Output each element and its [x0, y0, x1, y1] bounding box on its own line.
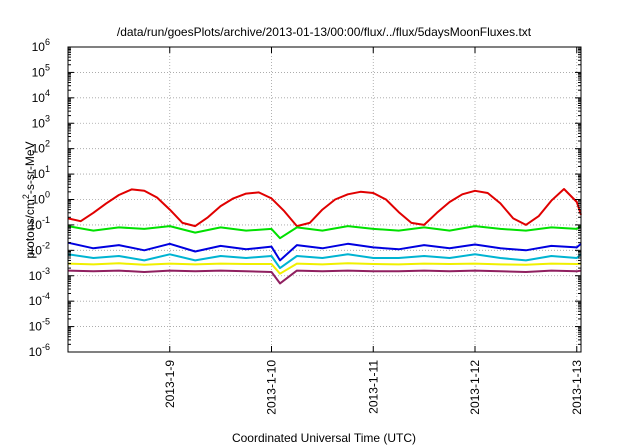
y-tick-base: 10: [32, 91, 46, 105]
x-axis-title: Coordinated Universal Time (UTC): [232, 431, 416, 445]
y-tick-label: 10-5: [29, 317, 50, 334]
y-tick-exponent: -1: [42, 215, 50, 225]
y-tick-base: 10: [32, 142, 46, 156]
y-tick-exponent: 0: [45, 190, 50, 200]
plot-frame: [67, 46, 582, 353]
y-tick-exponent: -6: [42, 342, 50, 352]
y-tick-exponent: 4: [45, 88, 50, 98]
y-tick-exponent: 5: [45, 62, 50, 72]
y-tick-label: 10-1: [29, 215, 50, 232]
y-axis-title-rest: -s-sr-MeV: [23, 141, 37, 194]
y-tick-label: 10-3: [29, 266, 50, 283]
grid: [68, 46, 581, 353]
x-axis-ticks: 2013-1-9 2013-1-10 2013-1-11 2013-1-12 2013-…: [163, 47, 584, 415]
y-tick-label: 10-4: [29, 291, 50, 308]
series-line-4: [67, 253, 582, 270]
y-tick-label: 10-2: [29, 240, 50, 257]
y-tick-base: 10: [29, 269, 43, 283]
y-tick-base: 10: [29, 218, 43, 232]
x-tick-label: 2013-1-9: [163, 360, 177, 408]
series-line-3: [67, 241, 582, 262]
y-tick-label: 106: [32, 37, 50, 54]
x-tick-label: 2013-1-10: [265, 360, 279, 415]
y-tick-label: 101: [32, 164, 50, 181]
y-axis-title-main: protons/cm: [23, 199, 37, 258]
y-axis-title: protons/cm2-s-sr-MeV: [21, 141, 37, 258]
y-tick-exponent: 3: [45, 113, 50, 123]
y-tick-base: 10: [32, 65, 46, 79]
series-line-6: [67, 269, 582, 285]
y-tick-base: 10: [29, 294, 43, 308]
y-tick-exponent: -2: [42, 240, 50, 250]
series-line-5: [67, 262, 582, 275]
y-tick-exponent: -4: [42, 291, 50, 301]
y-tick-exponent: -3: [42, 266, 50, 276]
y-axis-ticks: 10-610-510-410-310-210-11001011021031041…: [29, 37, 581, 359]
y-tick-label: 100: [32, 190, 50, 207]
y-tick-label: 104: [32, 88, 50, 105]
x-tick-label: 2013-1-12: [468, 360, 482, 415]
y-tick-base: 10: [32, 116, 46, 130]
y-tick-exponent: 2: [45, 139, 50, 149]
x-tick-label: 2013-1-13: [570, 360, 584, 415]
y-tick-label: 102: [32, 139, 50, 156]
series-line-2: [67, 225, 582, 240]
series-line-1: [67, 188, 582, 228]
y-tick-exponent: 1: [45, 164, 50, 174]
y-tick-exponent: 6: [45, 37, 50, 47]
y-tick-base: 10: [32, 40, 46, 54]
y-tick-base: 10: [29, 345, 43, 359]
y-axis-title-sup: 2: [21, 194, 31, 199]
y-tick-base: 10: [29, 320, 43, 334]
y-tick-label: 10-6: [29, 342, 50, 359]
x-tick-label: 2013-1-11: [366, 360, 380, 414]
y-tick-base: 10: [32, 167, 46, 181]
y-tick-exponent: -5: [42, 317, 50, 327]
y-tick-base: 10: [29, 243, 43, 257]
y-tick-label: 105: [32, 62, 50, 79]
series-layer: [67, 188, 582, 285]
y-tick-base: 10: [32, 193, 46, 207]
y-tick-label: 103: [32, 113, 50, 130]
chart-title: /data/run/goesPlots/archive/2013-01-13/0…: [117, 25, 532, 39]
